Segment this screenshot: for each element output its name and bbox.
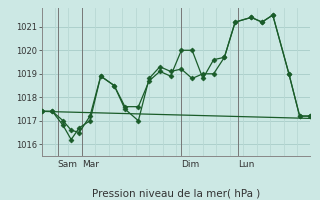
Text: Pression niveau de la mer( hPa ): Pression niveau de la mer( hPa ) (92, 189, 260, 199)
Text: Lun: Lun (238, 160, 254, 169)
Text: Dim: Dim (181, 160, 200, 169)
Text: Mar: Mar (82, 160, 99, 169)
Text: Sam: Sam (58, 160, 78, 169)
